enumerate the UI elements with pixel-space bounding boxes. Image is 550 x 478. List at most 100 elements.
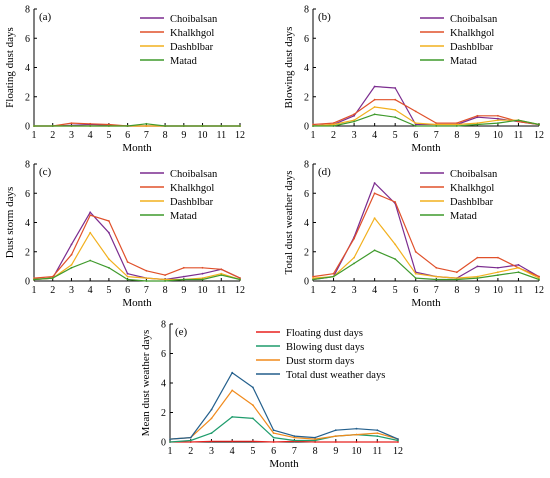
y-axis-title: Dust storm days [4, 187, 16, 259]
series-line [312, 106, 540, 127]
x-axis-title: Month [411, 142, 441, 154]
data-point [145, 280, 148, 282]
data-point [373, 113, 376, 116]
data-point [376, 435, 379, 437]
y-tick-label: 0 [25, 277, 30, 288]
panel-label: (a) [39, 11, 52, 23]
legend-label: Choibalsan [450, 169, 498, 180]
data-point [312, 123, 314, 126]
data-point [293, 435, 296, 437]
data-point [376, 432, 379, 434]
series-line [169, 372, 399, 440]
series-line [33, 232, 241, 281]
data-point [455, 125, 458, 127]
data-point [376, 441, 379, 443]
data-point [397, 438, 399, 440]
data-point [497, 122, 499, 124]
data-point [312, 125, 314, 127]
data-point [455, 277, 458, 279]
data-point [332, 122, 335, 124]
x-axis-title: Month [122, 297, 152, 309]
data-point [89, 122, 92, 125]
data-point [164, 280, 167, 282]
data-point [376, 429, 379, 432]
x-tick-label: 8 [454, 130, 459, 141]
data-point [353, 237, 355, 240]
data-point [239, 125, 241, 127]
series-line [33, 259, 241, 282]
data-point [33, 278, 35, 281]
series-line [313, 113, 540, 127]
panel-label: (b) [318, 11, 331, 23]
y-axis-title: Blowing dust days [283, 27, 295, 109]
x-tick-label: 2 [331, 130, 336, 141]
y-tick-label: 0 [304, 277, 309, 288]
data-point [373, 182, 376, 184]
data-point [373, 85, 376, 88]
data-point [394, 87, 397, 89]
x-axis-title: Month [122, 142, 152, 154]
data-point [314, 436, 316, 439]
y-tick-label: 2 [25, 92, 30, 103]
data-point [355, 433, 358, 436]
data-point [51, 275, 54, 278]
data-point [145, 122, 148, 125]
data-point [332, 123, 335, 126]
data-point [497, 114, 499, 117]
legend-label: Matad [450, 211, 478, 222]
x-tick-label: 5 [106, 285, 111, 296]
x-tick-label: 1 [32, 130, 37, 141]
x-tick-label: 7 [434, 285, 439, 296]
y-tick-label: 4 [25, 63, 30, 74]
data-point [414, 110, 417, 113]
x-tick-label: 8 [163, 285, 168, 296]
x-tick-label: 5 [393, 285, 398, 296]
x-tick-label: 4 [372, 285, 377, 296]
data-point [182, 275, 185, 278]
data-point [455, 271, 458, 274]
data-point [210, 417, 213, 420]
data-point [373, 98, 376, 101]
x-tick-label: 7 [144, 285, 149, 296]
data-point [126, 272, 129, 275]
data-point [355, 441, 358, 443]
y-tick-label: 8 [25, 5, 30, 16]
y-axis-title: Floating dust days [4, 27, 16, 108]
data-point [252, 417, 254, 420]
data-point [353, 256, 355, 259]
y-tick-label: 4 [25, 218, 30, 229]
data-point [373, 249, 376, 252]
data-point [476, 123, 479, 126]
x-tick-label: 4 [88, 130, 93, 141]
x-tick-label: 11 [372, 446, 382, 457]
data-point [455, 278, 458, 281]
x-tick-label: 2 [50, 130, 55, 141]
x-tick-label: 6 [413, 130, 418, 141]
data-point [373, 192, 376, 195]
data-point [51, 277, 54, 279]
data-point [89, 125, 92, 127]
y-tick-label: 0 [304, 122, 309, 133]
data-point [538, 275, 540, 278]
x-tick-label: 2 [188, 446, 193, 457]
x-tick-label: 10 [493, 285, 503, 296]
legend-label: Choibalsan [170, 169, 218, 180]
x-tick-label: 4 [88, 285, 93, 296]
data-point [476, 277, 479, 279]
data-point [517, 264, 520, 266]
data-point [201, 272, 204, 275]
x-tick-label: 10 [352, 446, 362, 457]
data-point [517, 119, 520, 122]
data-point [89, 259, 92, 262]
series-line [312, 249, 540, 281]
data-point [70, 266, 73, 269]
data-point [252, 386, 254, 389]
x-tick-label: 9 [475, 130, 480, 141]
data-point [272, 429, 275, 432]
data-point [397, 441, 399, 443]
data-point [164, 125, 167, 127]
